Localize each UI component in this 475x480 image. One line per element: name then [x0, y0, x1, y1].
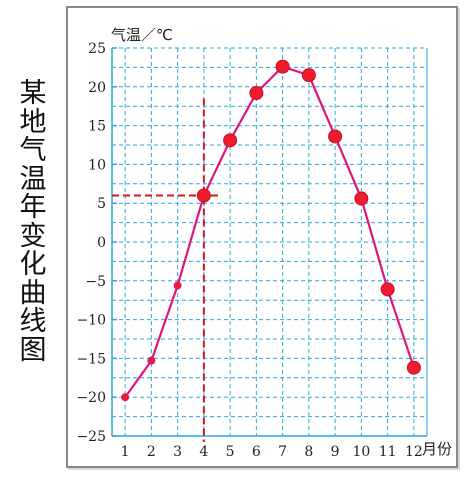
- data-point: [249, 86, 264, 101]
- x-tick-label: 7: [278, 444, 287, 460]
- chart-side-title: 某地气温年变化曲线图: [19, 78, 47, 366]
- data-point: [406, 360, 421, 375]
- y-tick-label: −5: [85, 274, 106, 290]
- x-tick-label: 10: [352, 444, 370, 460]
- x-axis-label: 月份: [422, 440, 452, 458]
- x-tick-label: 11: [379, 444, 397, 460]
- data-point: [354, 191, 369, 206]
- data-point: [301, 68, 316, 83]
- data-point: [173, 281, 182, 290]
- data-point: [196, 188, 211, 203]
- y-tick-label: 0: [97, 235, 106, 251]
- y-axis-label: 气温／℃: [111, 26, 173, 44]
- data-point: [223, 133, 238, 148]
- x-tick-label: 5: [226, 444, 235, 460]
- chart-frame: [66, 6, 458, 468]
- x-tick-label: 4: [199, 444, 208, 460]
- x-tick-label: 12: [405, 444, 423, 460]
- data-point: [328, 129, 343, 144]
- y-tick-label: 20: [88, 80, 106, 96]
- data-point: [147, 356, 156, 365]
- y-tick-label: −20: [76, 390, 106, 406]
- y-tick-label: −10: [76, 313, 106, 329]
- temperature-series-line: [124, 65, 415, 398]
- x-tick-label: 1: [121, 444, 130, 460]
- data-point: [121, 393, 130, 402]
- y-tick-label: 15: [88, 119, 106, 135]
- y-tick-label: 10: [88, 157, 106, 173]
- y-tick-label: 25: [88, 41, 106, 57]
- x-tick-label: 6: [252, 444, 261, 460]
- y-tick-label: 5: [97, 196, 106, 212]
- x-tick-label: 9: [331, 444, 340, 460]
- y-tick-label: −15: [76, 351, 106, 367]
- y-tick-label: −25: [76, 429, 106, 445]
- x-tick-label: 3: [173, 444, 182, 460]
- x-tick-label: 2: [147, 444, 156, 460]
- x-tick-label: 8: [304, 444, 313, 460]
- data-point: [380, 282, 395, 297]
- data-point: [275, 59, 290, 74]
